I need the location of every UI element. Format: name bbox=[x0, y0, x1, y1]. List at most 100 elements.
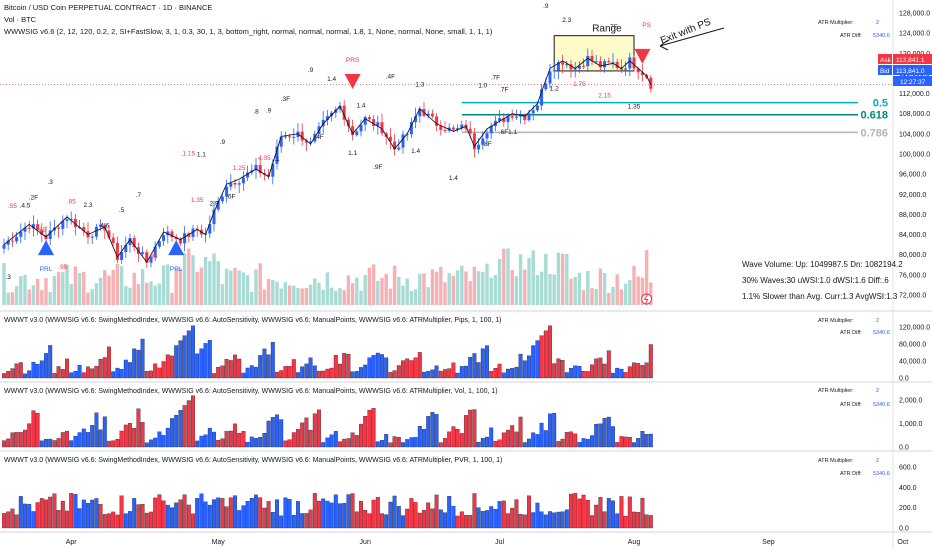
candle-body bbox=[527, 113, 531, 121]
wave-bar bbox=[60, 369, 65, 379]
candle-body bbox=[544, 83, 548, 90]
wave-bar bbox=[81, 499, 86, 529]
bid-price-tag bbox=[893, 65, 932, 75]
wave-bar bbox=[31, 410, 36, 448]
volume-bar bbox=[325, 272, 330, 305]
wave-bar bbox=[140, 504, 145, 529]
wave-bar bbox=[86, 503, 90, 529]
wave-bar bbox=[598, 497, 603, 529]
indicator-settings[interactable]: WWWSIG v6.6 (2, 12, 120, 0.2, 2, SI+Fast… bbox=[4, 27, 493, 36]
volume-bar bbox=[615, 274, 619, 305]
candle-body bbox=[48, 230, 52, 239]
swing-label: .2F bbox=[29, 194, 38, 201]
wave-bar bbox=[258, 497, 263, 529]
wave-bar bbox=[501, 372, 506, 379]
volume-bar bbox=[31, 285, 36, 305]
volume-bar bbox=[52, 276, 57, 305]
volume-bar bbox=[565, 253, 569, 305]
swing-label: .9 bbox=[308, 67, 314, 74]
wave-bar bbox=[161, 435, 166, 448]
wave-bar bbox=[296, 372, 300, 379]
wave-bar bbox=[501, 500, 506, 529]
swing-label: 4.6 bbox=[100, 222, 109, 229]
wave-bar bbox=[308, 509, 313, 529]
wave-bar bbox=[111, 440, 116, 448]
wave-bar bbox=[191, 513, 195, 529]
swing-label: 2.3 bbox=[562, 17, 571, 24]
wave-bar bbox=[312, 413, 317, 448]
wave-bar bbox=[611, 426, 615, 448]
time-tick-label: Aug bbox=[628, 539, 641, 546]
wave-bar bbox=[434, 365, 439, 379]
candle-body bbox=[405, 134, 409, 136]
volume-bar bbox=[73, 266, 78, 305]
swing-label: .9F bbox=[373, 164, 382, 171]
wave-bar bbox=[6, 511, 11, 529]
volume-bar bbox=[308, 284, 313, 305]
swing-label: 1.4 bbox=[327, 76, 336, 83]
candle-body bbox=[61, 220, 65, 229]
wave-bar bbox=[270, 417, 275, 448]
wave-bar bbox=[65, 510, 69, 529]
wave-bar bbox=[417, 512, 422, 529]
wave-bar bbox=[438, 370, 443, 379]
volume-bar bbox=[493, 275, 498, 305]
wave-bar bbox=[417, 352, 422, 379]
wave-bar bbox=[325, 368, 330, 379]
wave-bar bbox=[636, 363, 641, 379]
wave-bar bbox=[522, 360, 527, 379]
candle-body bbox=[254, 164, 258, 171]
volume-bar bbox=[434, 271, 439, 305]
wave-bar bbox=[233, 354, 237, 379]
volume-bar bbox=[65, 264, 69, 305]
swing-label: .6F1.1 bbox=[499, 129, 518, 136]
wave-bar bbox=[128, 362, 132, 379]
pane-tick-label: 80,000.0 bbox=[899, 342, 926, 349]
swing-label: 1.75 bbox=[573, 81, 586, 88]
wave-bar bbox=[317, 370, 321, 379]
candle-body bbox=[409, 122, 413, 135]
wave-bar bbox=[2, 440, 6, 448]
time-tick-label: Sep bbox=[762, 539, 775, 546]
exit-arrow-icon bbox=[659, 27, 725, 51]
candle-body bbox=[624, 68, 628, 70]
wave-bar bbox=[283, 440, 288, 448]
candle-body bbox=[468, 128, 472, 134]
ask-tag bbox=[878, 54, 892, 64]
volume-bar bbox=[514, 276, 519, 305]
wave-bar bbox=[367, 513, 372, 529]
wave-bar bbox=[506, 368, 510, 379]
wave-bar bbox=[543, 430, 548, 448]
wave-bar bbox=[14, 514, 19, 529]
wave-bar bbox=[56, 366, 61, 379]
volume-bar bbox=[86, 292, 90, 305]
volume-bar bbox=[279, 288, 283, 305]
wave-bar bbox=[77, 508, 82, 529]
wave-bar bbox=[472, 409, 477, 448]
swing-label: .95 bbox=[58, 264, 67, 271]
volume-bar bbox=[128, 287, 132, 305]
wave-bar bbox=[434, 494, 439, 529]
candle-body bbox=[426, 113, 430, 116]
wave-bar bbox=[581, 438, 586, 448]
swing-label: 2.9 bbox=[209, 200, 218, 207]
pane-1-header[interactable]: WWWT v3.0 (WWWSIG v6.6: SwingMethodIndex… bbox=[4, 317, 502, 324]
wave-bar bbox=[527, 438, 531, 448]
wave-bar bbox=[144, 442, 149, 448]
wave-bar bbox=[333, 494, 338, 529]
wave-bar bbox=[510, 507, 515, 529]
volume-bar bbox=[195, 271, 199, 305]
wave-bar bbox=[73, 435, 78, 448]
wave-bar bbox=[514, 366, 519, 379]
wave-bar bbox=[224, 359, 229, 379]
wave-bar bbox=[581, 494, 586, 529]
pane-2-header[interactable]: WWWT v3.0 (WWWSIG v6.6: SwingMethodIndex… bbox=[4, 388, 498, 395]
pane-3-header[interactable]: WWWT v3.0 (WWWSIG v6.6: SwingMethodIndex… bbox=[4, 457, 503, 464]
wave-bar bbox=[170, 355, 174, 379]
wave-bar bbox=[186, 400, 191, 448]
wave-bar bbox=[485, 436, 489, 448]
wave-bar bbox=[35, 412, 40, 448]
wave-bar bbox=[522, 442, 527, 448]
wave-bar bbox=[430, 369, 435, 379]
